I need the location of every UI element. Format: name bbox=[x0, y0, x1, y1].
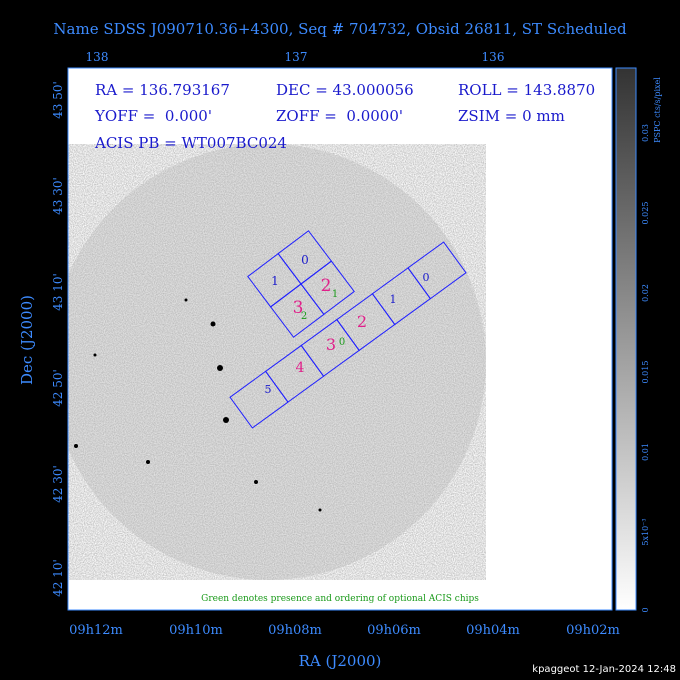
acis-s: 0 1 2 3 4 5 0 bbox=[229, 241, 467, 429]
note: Green denotes presence and ordering of o… bbox=[201, 594, 479, 604]
top-tick: 137 bbox=[285, 50, 308, 64]
footer: kpaggeot 12-Jan-2024 12:48 bbox=[532, 664, 676, 675]
y-tick: 43 10' bbox=[51, 273, 65, 311]
chip bbox=[300, 260, 355, 316]
chip-label: 0 bbox=[301, 253, 309, 267]
colorbar: 0.03 0.025 0.02 0.015 0.01 5x10⁻³ 0 PSPC… bbox=[615, 67, 662, 613]
x-tick: 09h12m bbox=[69, 623, 123, 638]
x-axis: 09h12m 09h10m 09h08m 09h06m 09h04m 09h02… bbox=[69, 623, 620, 670]
y-tick: 42 10' bbox=[51, 559, 65, 597]
colorbar-scale bbox=[615, 67, 637, 611]
y-tick: 42 30' bbox=[51, 465, 65, 503]
x-tick: 09h10m bbox=[169, 623, 223, 638]
info-yoff: YOFF = 0.000' bbox=[94, 107, 212, 125]
top-tick: 138 bbox=[86, 50, 109, 64]
info-dec: DEC = 43.000056 bbox=[276, 81, 414, 99]
colorbar-tick: 0.015 bbox=[641, 361, 650, 384]
y-tick: 43 30' bbox=[51, 177, 65, 215]
y-axis-label: Dec (J2000) bbox=[18, 295, 36, 385]
x-tick: 09h06m bbox=[367, 623, 421, 638]
info-zoff: ZOFF = 0.0000' bbox=[276, 107, 403, 125]
plot: RA = 136.793167 DEC = 43.000056 ROLL = 1… bbox=[67, 67, 613, 611]
optional-label: 1 bbox=[332, 289, 338, 300]
chip-label: 2 bbox=[357, 312, 367, 331]
chip-label: 1 bbox=[271, 274, 279, 288]
colorbar-label: PSPC cts/s/pixel bbox=[653, 77, 662, 143]
chip bbox=[407, 241, 467, 300]
info-ra: RA = 136.793167 bbox=[95, 81, 230, 99]
y-tick: 43 50' bbox=[51, 81, 65, 119]
sky-noise bbox=[68, 144, 486, 580]
top-tick: 136 bbox=[482, 50, 505, 64]
optional-label: 0 bbox=[339, 337, 345, 348]
y-axis: 43 50' 43 30' 43 10' 42 50' 42 30' 42 10… bbox=[18, 81, 65, 597]
colorbar-tick: 0.03 bbox=[641, 124, 650, 142]
colorbar-tick: 0.01 bbox=[641, 443, 650, 461]
sources bbox=[74, 298, 322, 512]
x-axis-label: RA (J2000) bbox=[299, 652, 382, 670]
info-acis-pb: ACIS PB = WT007BC024 bbox=[94, 134, 287, 152]
colorbar-tick: 5x10⁻³ bbox=[641, 518, 650, 545]
colorbar-tick: 0 bbox=[641, 607, 650, 612]
acis-i: 0 1 2 3 1 2 bbox=[247, 230, 355, 338]
x-tick: 09h08m bbox=[268, 623, 322, 638]
colorbar-tick: 0.025 bbox=[641, 202, 650, 225]
chip-label: 1 bbox=[390, 293, 397, 306]
title: Name SDSS J090710.36+4300, Seq # 704732,… bbox=[53, 20, 627, 38]
info-roll: ROLL = 143.8870 bbox=[458, 81, 595, 99]
optional-label: 2 bbox=[301, 311, 307, 322]
y-tick: 42 50' bbox=[51, 369, 65, 407]
info-zsim: ZSIM = 0 mm bbox=[458, 107, 565, 125]
chip-label: 5 bbox=[265, 383, 272, 396]
x-tick: 09h02m bbox=[566, 623, 620, 638]
chip-label: 3 bbox=[326, 335, 336, 354]
colorbar-tick: 0.02 bbox=[641, 284, 650, 302]
plot-frame bbox=[67, 67, 613, 611]
chip-label: 3 bbox=[293, 298, 304, 318]
chip-label: 4 bbox=[296, 360, 305, 376]
chip-label: 2 bbox=[321, 276, 332, 296]
chip-label: 0 bbox=[423, 271, 430, 284]
x-tick: 09h04m bbox=[466, 623, 520, 638]
